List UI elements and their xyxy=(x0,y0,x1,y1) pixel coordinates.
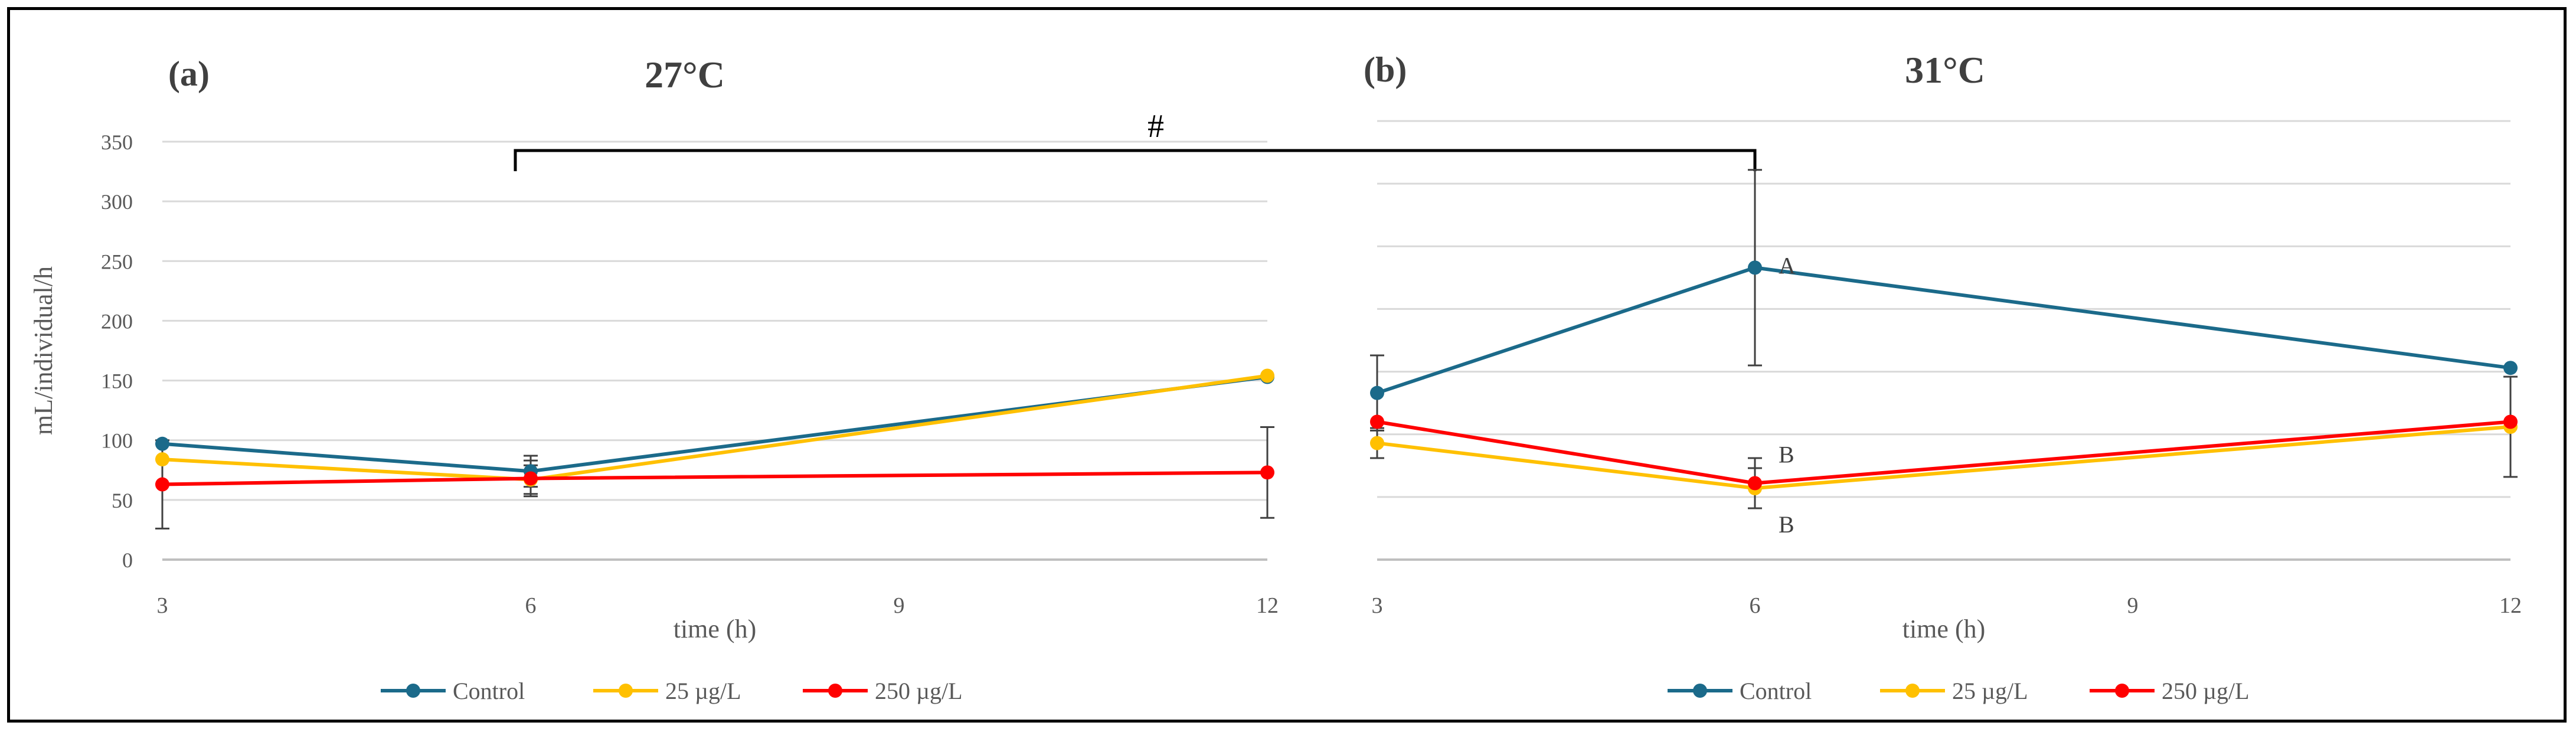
legend-label: 250 µg/L xyxy=(2162,678,2250,704)
y-tick-label: 100 xyxy=(101,429,133,453)
data-point xyxy=(155,477,169,492)
x-tick-label: 6 xyxy=(1750,593,1761,618)
y-tick-label: 300 xyxy=(101,190,133,214)
bracket-line xyxy=(514,149,1757,171)
x-tick-label: 9 xyxy=(2127,593,2139,618)
bracket-label: # xyxy=(1148,108,1164,145)
legend-label: Control xyxy=(1740,678,1812,704)
data-point xyxy=(155,436,169,451)
y-tick-label: 50 xyxy=(112,489,133,512)
x-tick-label: 6 xyxy=(525,593,537,618)
x-tick-label: 9 xyxy=(894,593,905,618)
data-point xyxy=(1370,414,1384,429)
series-line xyxy=(162,374,1268,482)
legend-swatch-marker xyxy=(1905,684,1920,698)
x-axis-title: time (h) xyxy=(674,615,757,643)
legend-swatch-marker xyxy=(1693,684,1707,698)
y-tick-label: 150 xyxy=(101,370,133,393)
data-point xyxy=(155,452,169,467)
significance-bracket: # xyxy=(514,108,1757,171)
legend-swatch-marker xyxy=(619,684,633,698)
data-point xyxy=(1370,436,1384,450)
data-point xyxy=(1260,465,1274,480)
panel-b: 3 6 9 12 (b) 31°C time (h) A B B Control 25 µg/L 250… xyxy=(1364,49,2522,704)
data-point xyxy=(1370,385,1384,400)
y-axis-title: mL/individual/h xyxy=(29,266,58,435)
series-line xyxy=(162,375,1268,473)
figure-frame xyxy=(7,7,2567,723)
legend-swatch-marker xyxy=(2115,684,2129,698)
series-line xyxy=(1377,266,2511,395)
x-axis-title: time (h) xyxy=(1902,615,1986,643)
significance-letter: B xyxy=(1779,442,1794,468)
panel-title: 31°C xyxy=(1905,49,1985,91)
data-point xyxy=(524,471,538,486)
significance-letter: B xyxy=(1779,511,1794,538)
panel-a: 0 50 100 150 200 250 300 350 3 6 9 12 (a) 27°C time (h… xyxy=(29,54,1279,704)
legend-swatch-marker xyxy=(406,684,420,698)
x-tick-label: 12 xyxy=(1256,593,1279,618)
y-tick-label: 200 xyxy=(101,309,133,333)
panel-title: 27°C xyxy=(645,54,725,96)
series-line xyxy=(162,470,1268,486)
legend-label: 250 µg/L xyxy=(875,678,963,704)
legend-label: Control xyxy=(453,678,525,704)
panel-label: (a) xyxy=(168,54,210,93)
y-tick-label: 350 xyxy=(101,130,133,154)
x-tick-label: 3 xyxy=(157,593,168,618)
data-point xyxy=(2503,414,2518,429)
x-tick-label: 3 xyxy=(1372,593,1383,618)
data-point xyxy=(1748,260,1762,275)
y-tick-label: 250 xyxy=(101,250,133,273)
data-point xyxy=(2503,361,2518,375)
significance-letter: A xyxy=(1779,252,1796,279)
panel-label: (b) xyxy=(1364,50,1407,89)
y-tick-label: 0 xyxy=(122,548,133,572)
data-point xyxy=(1748,476,1762,491)
legend-label: 25 µg/L xyxy=(665,678,741,704)
data-point xyxy=(1260,368,1274,383)
legend-label: 25 µg/L xyxy=(1952,678,2028,704)
x-tick-label: 12 xyxy=(2499,593,2522,618)
legend-swatch-marker xyxy=(828,684,842,698)
